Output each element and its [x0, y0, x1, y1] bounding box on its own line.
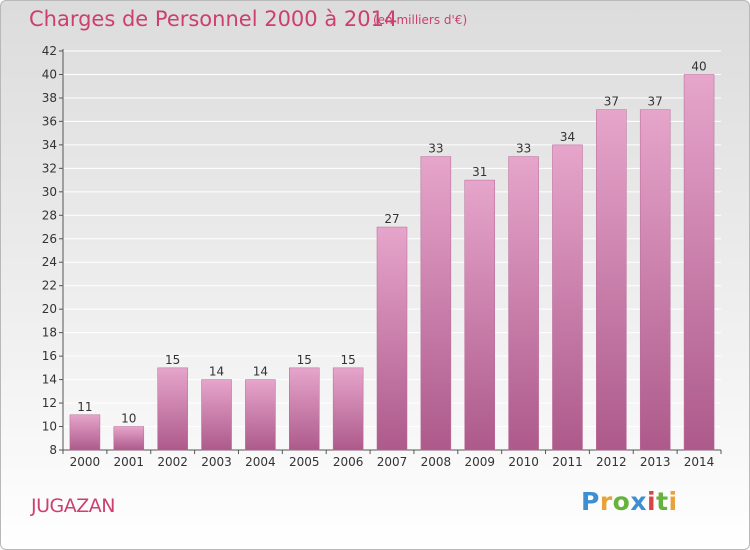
y-tick-label: 18: [42, 326, 57, 340]
y-tick-label: 24: [42, 255, 57, 269]
y-tick-label: 36: [42, 114, 57, 128]
bar-2009: [464, 179, 495, 451]
x-tick-label: 2005: [289, 455, 320, 469]
y-tick-label: 28: [42, 208, 57, 222]
x-tick-label: 2011: [552, 455, 583, 469]
y-tick-label: 14: [42, 373, 57, 387]
place-name: JUGAZAN: [31, 495, 115, 517]
value-label: 11: [77, 400, 92, 414]
y-tick-label: 30: [42, 185, 57, 199]
y-tick-label: 38: [42, 91, 57, 105]
x-tick-label: 2001: [114, 455, 145, 469]
bar-2000: [69, 414, 101, 451]
chart-subtitle: (en milliers d'€): [373, 13, 468, 27]
bar-2010: [508, 156, 539, 451]
x-tick-label: 2010: [508, 455, 539, 469]
bar-2006: [332, 367, 364, 451]
value-label: 37: [604, 95, 619, 109]
value-label: 31: [472, 165, 487, 179]
value-label: 14: [253, 365, 268, 379]
y-tick-label: 20: [42, 302, 57, 316]
value-label: 34: [560, 130, 575, 144]
x-tick-label: 2008: [421, 455, 452, 469]
x-tick-label: 2014: [684, 455, 715, 469]
value-label: 37: [648, 95, 663, 109]
bar-2013: [639, 109, 671, 451]
x-tick-label: 2003: [201, 455, 232, 469]
value-label: 15: [297, 353, 312, 367]
bar-2003: [201, 379, 232, 451]
data-labels: 11 10 15 14 14 15 15 27 33 31 33 34 37 37 40: [77, 59, 706, 425]
bar-2008: [420, 156, 452, 451]
y-tick-label: 22: [42, 279, 57, 293]
x-tick-label: 2007: [377, 455, 408, 469]
y-tick-label: 12: [42, 396, 57, 410]
value-label: 15: [340, 353, 355, 367]
x-tick-label: 2006: [333, 455, 364, 469]
y-tick-label: 10: [42, 420, 57, 434]
bar-2002: [157, 367, 188, 451]
value-label: 40: [691, 59, 706, 73]
value-label: 10: [121, 412, 136, 426]
x-tick-label: 2009: [464, 455, 495, 469]
chart-title: Charges de Personnel 2000 à 2014: [29, 7, 398, 31]
y-tick-label: 34: [42, 138, 57, 152]
y-tick-label: 42: [42, 44, 57, 58]
bar-2007: [376, 226, 408, 451]
x-tick-label: 2012: [596, 455, 627, 469]
value-label: 33: [516, 142, 531, 156]
y-tick-label: 26: [42, 232, 57, 246]
y-tick-label: 32: [42, 161, 57, 175]
x-tick-label: 2004: [245, 455, 276, 469]
y-tick-label: 40: [42, 67, 57, 81]
bar-2011: [552, 144, 583, 451]
bar-2012: [596, 109, 627, 451]
axes: 8 10 12 14 16 18 20 22 24 26 28 30 32 34 36 38 40 42 2000 2…: [42, 44, 722, 469]
y-tick-label: 8: [49, 443, 57, 457]
value-label: 15: [165, 353, 180, 367]
y-tick-label: 16: [42, 349, 57, 363]
bars: [69, 74, 715, 451]
bar-2014: [683, 74, 715, 451]
x-tick-label: 2002: [157, 455, 188, 469]
value-label: 27: [384, 212, 399, 226]
value-label: 33: [428, 142, 443, 156]
bar-2001: [113, 426, 145, 451]
bar-2005: [289, 367, 320, 451]
x-tick-label: 2013: [640, 455, 671, 469]
bar-2004: [245, 379, 276, 451]
value-label: 14: [209, 365, 224, 379]
x-tick-label: 2000: [70, 455, 101, 469]
proxiti-logo[interactable]: Proxiti: [581, 487, 678, 516]
